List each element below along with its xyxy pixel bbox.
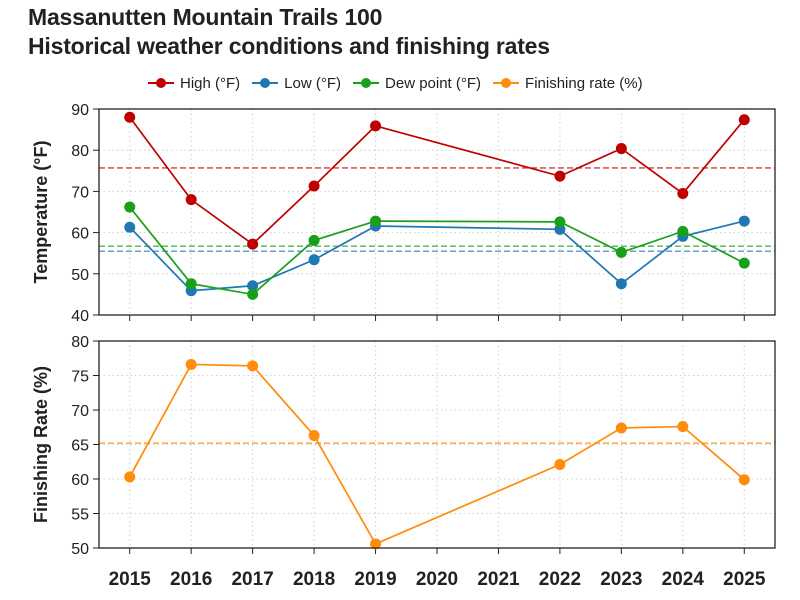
legend-swatch-finishing-rate	[493, 76, 520, 90]
chart-title-line2: Historical weather conditions and finish…	[28, 33, 550, 59]
y-tick-label: 80	[71, 143, 89, 160]
y-tick-label: 40	[71, 308, 89, 325]
x-axis-labels: 2015 2016 2017 2018 2019 2020 2021 2022 2023 2024…	[109, 569, 766, 590]
finishing-rate-panel: 50 55 60 65 70 75 80 Finishing Rate (%)	[31, 334, 776, 558]
data-point	[308, 180, 320, 192]
data-point	[247, 280, 259, 292]
legend-label-high: High (°F)	[180, 74, 241, 92]
x-tick-label: 2016	[170, 569, 212, 590]
data-point	[124, 221, 136, 233]
legend-label-finishing-rate: Finishing rate (%)	[525, 74, 643, 92]
x-tick-label: 2017	[231, 569, 273, 590]
plot-frame	[98, 340, 776, 549]
data-point	[738, 257, 750, 269]
y-tick-label: 70	[71, 184, 89, 201]
data-point	[677, 421, 689, 433]
y-tick-label: 60	[71, 472, 89, 489]
data-point	[554, 216, 566, 228]
chart-title: Massanutten Mountain Trails 100 Historic…	[28, 3, 550, 61]
data-point	[124, 471, 136, 483]
data-point	[370, 120, 382, 132]
y-tick-label: 80	[71, 334, 89, 351]
data-point	[185, 194, 197, 206]
legend-label-dew-point: Dew point (°F)	[385, 74, 482, 92]
data-point	[247, 360, 259, 372]
x-tick-label: 2023	[600, 569, 642, 590]
data-point	[308, 234, 320, 246]
x-tick-label: 2018	[293, 569, 335, 590]
data-point	[308, 430, 320, 442]
data-point	[738, 474, 750, 486]
y-tick-label: 55	[71, 507, 89, 524]
data-point	[247, 288, 259, 300]
data-point	[185, 278, 197, 290]
data-point	[554, 459, 566, 471]
y-tick-label: 60	[71, 226, 89, 243]
data-point	[247, 238, 259, 250]
x-tick-label: 2022	[539, 569, 581, 590]
data-point	[615, 422, 627, 434]
legend-item-dew-point: Dew point (°F)	[353, 75, 481, 92]
y-axis-title: Temperature (°F)	[31, 141, 51, 284]
y-tick-label: 90	[71, 102, 89, 119]
data-point	[370, 538, 382, 550]
data-point	[124, 201, 136, 213]
data-point	[308, 254, 320, 266]
y-tick-label: 65	[71, 438, 89, 455]
x-tick-label: 2021	[477, 569, 520, 590]
data-point	[615, 278, 627, 290]
temperature-panel: 40 50 60 70 80 90 Temperature (°F)	[31, 102, 776, 325]
legend-item-finishing-rate: Finishing rate (%)	[493, 75, 643, 92]
data-point	[370, 215, 382, 227]
legend: High (°F) Low (°F) Dew point (°F) Finish…	[148, 70, 655, 96]
y-tick-label: 70	[71, 403, 89, 420]
chart-title-line1: Massanutten Mountain Trails 100	[28, 4, 383, 30]
data-point	[738, 114, 750, 126]
y-tick-label: 50	[71, 541, 89, 558]
data-point	[677, 187, 689, 199]
legend-item-high: High (°F)	[148, 75, 240, 92]
data-point	[615, 246, 627, 258]
y-tick-label: 75	[71, 369, 89, 386]
x-tick-label: 2019	[354, 569, 396, 590]
data-point	[554, 170, 566, 182]
legend-swatch-dew-point	[353, 76, 380, 90]
data-point	[677, 225, 689, 237]
data-point	[185, 358, 197, 370]
y-tick-label: 50	[71, 267, 89, 284]
x-tick-label: 2024	[662, 569, 705, 590]
legend-swatch-high	[148, 76, 174, 90]
legend-label-low: Low (°F)	[284, 74, 342, 92]
legend-item-low: Low (°F)	[252, 75, 341, 92]
x-tick-label: 2020	[416, 569, 458, 590]
y-axis-title: Finishing Rate (%)	[31, 366, 51, 523]
x-tick-label: 2015	[109, 569, 152, 590]
plot-frame	[98, 108, 776, 316]
x-tick-label: 2025	[723, 569, 766, 590]
data-point	[738, 215, 750, 227]
data-point	[124, 111, 136, 123]
data-point	[615, 143, 627, 155]
legend-swatch-low	[252, 76, 279, 90]
